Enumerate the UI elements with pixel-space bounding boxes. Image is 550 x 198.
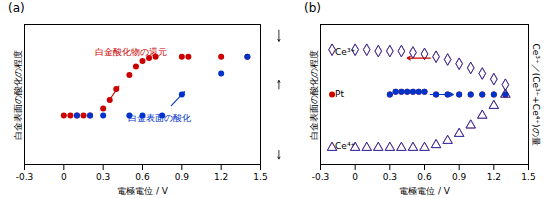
- svg-text:白金表面の酸化の程度: 白金表面の酸化の程度: [309, 50, 319, 140]
- svg-text:白金酸化物の還元: 白金酸化物の還元: [95, 47, 167, 57]
- svg-text:Ce³⁺／(Ce³⁺+Ce⁴⁺)の量: Ce³⁺／(Ce³⁺+Ce⁴⁺)の量: [531, 43, 541, 145]
- svg-text:0: 0: [352, 172, 358, 182]
- svg-text:1.2: 1.2: [214, 172, 228, 182]
- svg-text:1.5: 1.5: [521, 172, 535, 182]
- svg-text:0.3: 0.3: [96, 172, 110, 182]
- svg-text:0: 0: [61, 172, 67, 182]
- svg-text:1.5: 1.5: [253, 172, 267, 182]
- svg-text:電極電位 / V: 電極電位 / V: [117, 186, 169, 196]
- svg-text:電極電位 / V: 電極電位 / V: [399, 186, 451, 196]
- svg-text:-0.3: -0.3: [312, 172, 330, 182]
- html-text:(a): (a): [8, 1, 25, 15]
- html-text:(b): (b): [304, 1, 321, 15]
- svg-text:白金表面の酸化の程度: 白金表面の酸化の程度: [13, 50, 23, 140]
- svg-text:1.2: 1.2: [487, 172, 501, 182]
- svg-text:Pt: Pt: [335, 89, 344, 99]
- svg-text:0.6: 0.6: [135, 172, 150, 182]
- svg-text:白金表面の酸化: 白金表面の酸化: [128, 113, 191, 123]
- svg-text:Ce³⁺: Ce³⁺: [335, 47, 355, 57]
- svg-text:-0.3: -0.3: [16, 172, 34, 182]
- svg-text:0.9: 0.9: [175, 172, 190, 182]
- svg-text:0.9: 0.9: [452, 172, 467, 182]
- svg-text:0.6: 0.6: [417, 172, 432, 182]
- svg-text:Ce⁴⁺: Ce⁴⁺: [335, 141, 355, 151]
- svg-text:0.3: 0.3: [383, 172, 397, 182]
